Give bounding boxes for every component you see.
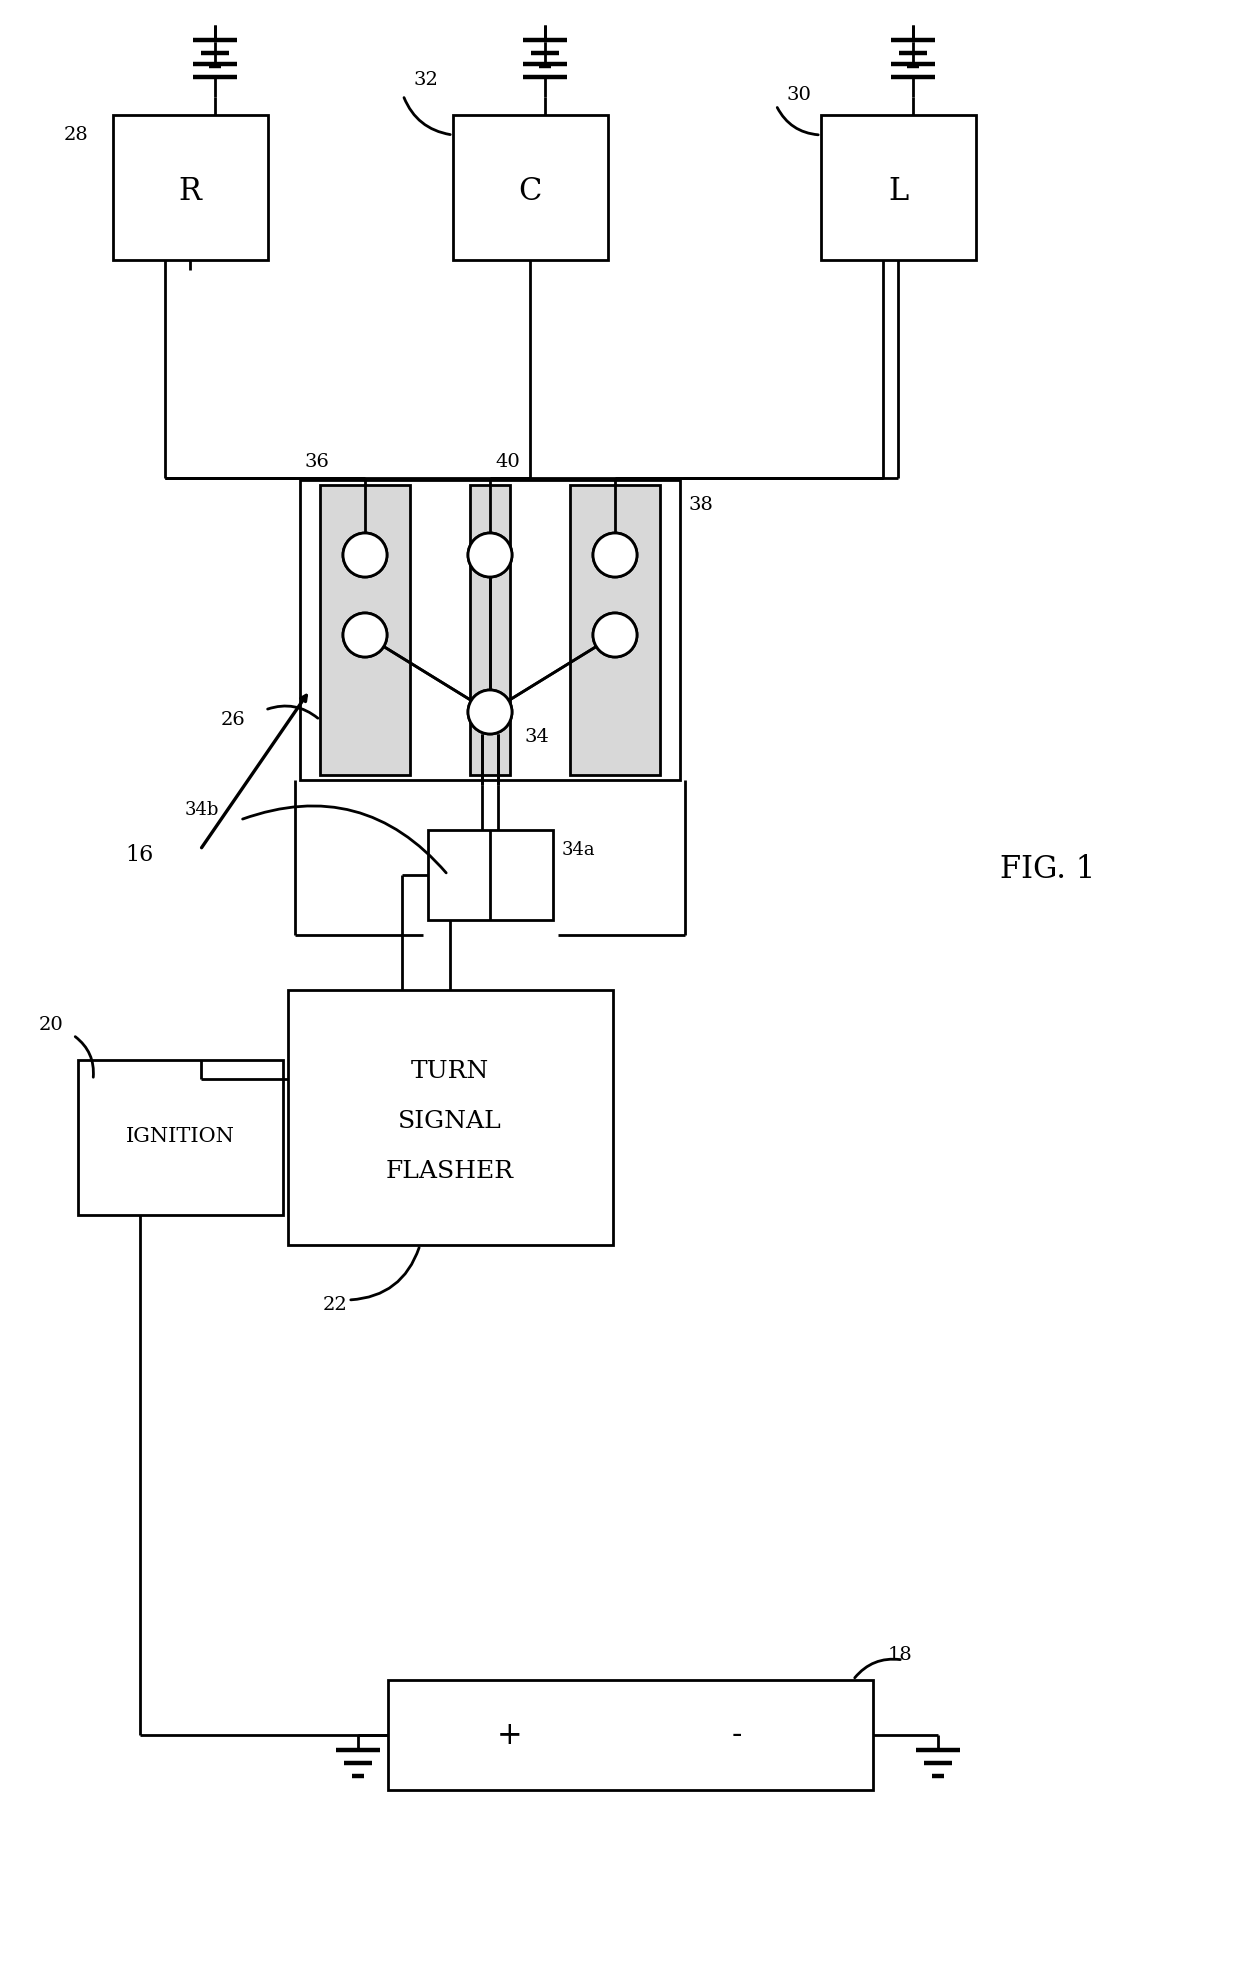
Circle shape [343,613,387,656]
Text: 26: 26 [221,712,246,730]
Text: 34b: 34b [185,801,219,818]
Text: 40: 40 [495,453,520,471]
Text: 22: 22 [322,1297,347,1315]
Text: 38: 38 [688,496,713,514]
Text: 32: 32 [413,71,438,89]
Text: FIG. 1: FIG. 1 [999,854,1095,886]
Bar [113,115,268,261]
Bar [470,484,510,775]
Bar [453,115,608,261]
Circle shape [343,613,387,656]
Text: 36: 36 [305,453,330,471]
Text: 34: 34 [525,728,549,745]
Circle shape [343,534,387,577]
Text: 20: 20 [38,1016,63,1034]
Circle shape [593,613,637,656]
Bar [388,1680,873,1789]
Circle shape [593,534,637,577]
Bar [821,115,976,261]
Text: R: R [179,176,201,208]
Circle shape [467,690,512,733]
Bar [428,830,553,919]
Circle shape [467,534,512,577]
Circle shape [593,613,637,656]
Text: 18: 18 [888,1647,913,1665]
Circle shape [467,690,512,733]
Text: C: C [518,176,542,208]
Circle shape [467,534,512,577]
Bar [300,480,680,781]
Text: IGNITION: IGNITION [125,1127,234,1147]
Text: 30: 30 [786,87,811,105]
Text: 28: 28 [63,127,88,144]
Circle shape [593,534,637,577]
Bar [570,484,660,775]
Text: L: L [888,176,908,208]
Text: 34a: 34a [562,840,595,858]
Text: +: + [496,1720,522,1750]
Bar [320,484,410,775]
Text: 16: 16 [125,844,154,866]
Text: SIGNAL: SIGNAL [398,1111,502,1133]
Bar [288,990,613,1246]
Text: FLASHER: FLASHER [386,1160,515,1184]
Circle shape [343,534,387,577]
Text: TURN: TURN [410,1060,489,1083]
Bar [78,1060,283,1216]
Text: -: - [732,1720,743,1750]
